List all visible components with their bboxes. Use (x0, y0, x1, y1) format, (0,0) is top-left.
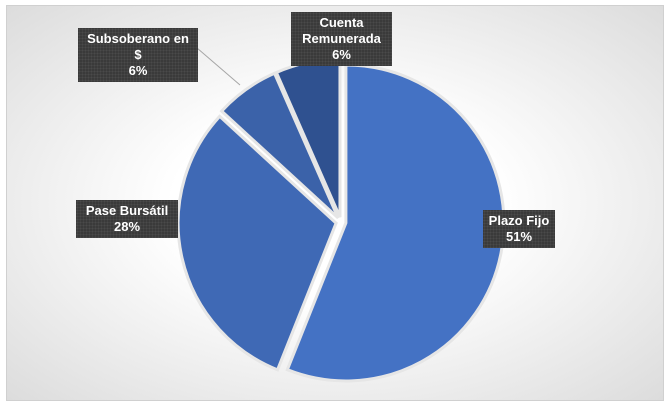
label-value: 6% (332, 47, 351, 62)
label-category: Subsoberano en $ (87, 31, 189, 62)
data-label: Plazo Fijo 51% (483, 210, 555, 248)
label-category: Pase Bursátil (85, 203, 169, 218)
data-label: Cuenta Remunerada 6% (291, 12, 392, 66)
pie-slice (219, 71, 340, 220)
label-category: Cuenta Remunerada (302, 15, 381, 46)
label-value: 51% (505, 229, 533, 244)
label-value: 28% (113, 219, 141, 234)
data-label: Subsoberano en $6% (78, 28, 198, 82)
data-label: Pase Bursátil 28% (76, 200, 178, 238)
pie-slice (176, 114, 338, 372)
label-value: 6% (128, 63, 148, 78)
leader-line (196, 47, 241, 86)
label-category: Plazo Fijo (488, 213, 550, 228)
pie-slice (285, 63, 506, 383)
